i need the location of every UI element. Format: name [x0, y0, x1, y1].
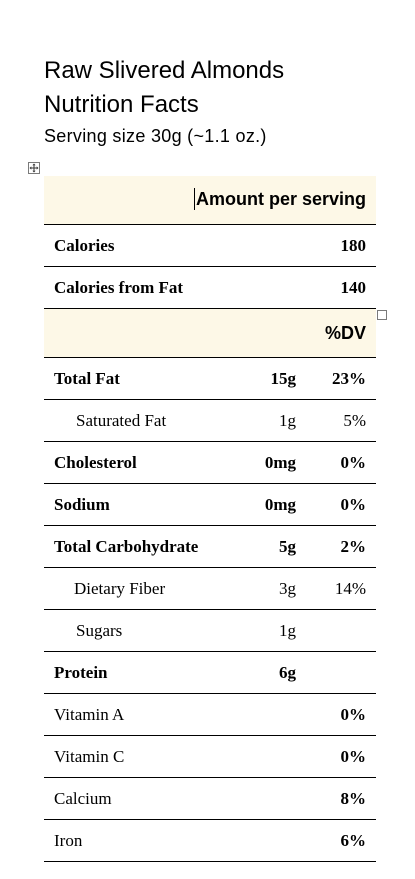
nutrient-row-sodium: Sodium 0mg 0% — [44, 483, 377, 526]
nutrient-dv: 0% — [306, 483, 377, 526]
vitamin-name: Calcium — [44, 777, 306, 820]
nutrient-dv: 0% — [306, 441, 377, 484]
serving-size: Serving size 30g (~1.1 oz.) — [44, 126, 267, 146]
nutrient-dv: 2% — [306, 525, 377, 568]
nutrient-row-cholesterol: Cholesterol 0mg 0% — [44, 441, 377, 484]
calories-from-fat-value: 140 — [306, 266, 377, 309]
vitamin-row-calcium: Calcium 8% — [44, 777, 377, 820]
vitamin-name: Vitamin A — [44, 693, 306, 736]
amount-per-serving-label: Amount per serving — [196, 188, 367, 209]
vitamin-row-iron: Iron 6% — [44, 819, 377, 862]
calories-label: Calories — [44, 224, 306, 267]
nutrient-dv — [306, 651, 377, 694]
nutrient-dv: 5% — [306, 399, 377, 442]
nutrient-row-total-fat: Total Fat 15g 23% — [44, 357, 377, 400]
table-resize-handle-icon[interactable] — [377, 310, 387, 320]
nutrient-name: Sodium — [44, 483, 244, 526]
vitamin-row-vitamin-a: Vitamin A 0% — [44, 693, 377, 736]
nutrient-amount: 1g — [244, 399, 306, 442]
vitamin-row-vitamin-c: Vitamin C 0% — [44, 735, 377, 778]
nutrient-name: Sugars — [44, 609, 244, 652]
nutrient-amount: 3g — [244, 567, 306, 610]
nutrient-name: Total Carbohydrate — [44, 525, 244, 568]
move-arrows-icon — [29, 163, 39, 173]
vitamin-name: Iron — [44, 819, 306, 862]
calories-value: 180 — [306, 224, 377, 267]
nutrient-amount: 0mg — [244, 441, 306, 484]
vitamin-dv: 0% — [306, 693, 377, 736]
nutrient-dv: 14% — [306, 567, 377, 610]
nutrient-name: Dietary Fiber — [44, 567, 244, 610]
calories-from-fat-row: Calories from Fat 140 — [44, 266, 377, 309]
vitamin-dv: 6% — [306, 819, 377, 862]
table-move-handle-icon[interactable] — [28, 162, 40, 174]
amount-per-serving-row: Amount per serving — [44, 176, 377, 225]
nutrient-row-saturated-fat: Saturated Fat 1g 5% — [44, 399, 377, 442]
calories-row: Calories 180 — [44, 224, 377, 267]
vitamin-dv: 8% — [306, 777, 377, 820]
nutrient-amount: 5g — [244, 525, 306, 568]
text-cursor — [194, 188, 195, 211]
nutrient-amount: 6g — [244, 651, 306, 694]
nutrient-dv — [306, 609, 377, 652]
daily-value-header: %DV — [44, 308, 377, 358]
nutrient-name: Cholesterol — [44, 441, 244, 484]
amount-per-serving-header[interactable]: Amount per serving — [44, 176, 377, 225]
nutrient-amount: 15g — [244, 357, 306, 400]
nutrient-name: Saturated Fat — [44, 399, 244, 442]
nutrient-amount: 1g — [244, 609, 306, 652]
nutrient-row-protein: Protein 6g — [44, 651, 377, 694]
nutrition-facts-table: Amount per serving Calories 180 Calories… — [44, 176, 377, 862]
nutrient-dv: 23% — [306, 357, 377, 400]
vitamin-name: Vitamin C — [44, 735, 306, 778]
document-title: Raw Slivered Almonds Nutrition Facts — [44, 54, 284, 122]
calories-from-fat-label: Calories from Fat — [44, 266, 306, 309]
title-line-2: Nutrition Facts — [44, 91, 199, 118]
nutrient-row-sugars: Sugars 1g — [44, 609, 377, 652]
title-line-1: Raw Slivered Almonds — [44, 57, 285, 84]
nutrient-name: Protein — [44, 651, 244, 694]
daily-value-header-row: %DV — [44, 308, 377, 358]
nutrient-name: Total Fat — [44, 357, 244, 400]
nutrient-amount: 0mg — [244, 483, 306, 526]
nutrient-row-total-carbohydrate: Total Carbohydrate 5g 2% — [44, 525, 377, 568]
vitamin-dv: 0% — [306, 735, 377, 778]
nutrient-row-dietary-fiber: Dietary Fiber 3g 14% — [44, 567, 377, 610]
